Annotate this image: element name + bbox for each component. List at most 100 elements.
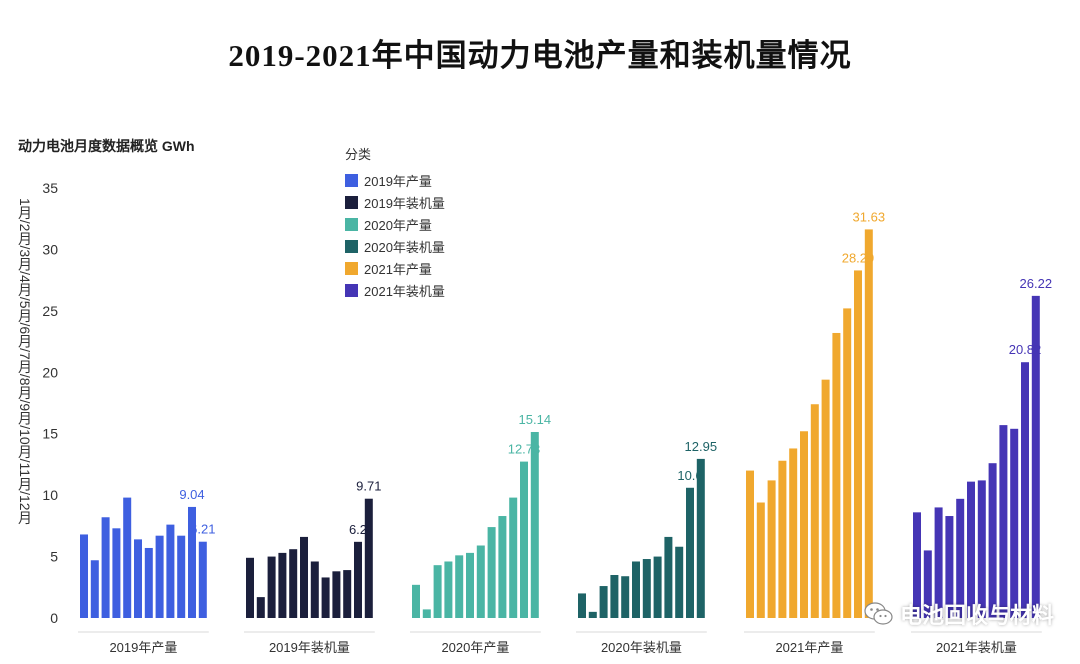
legend-item: 2021年产量 — [345, 257, 445, 279]
legend-label: 2021年装机量 — [364, 283, 445, 299]
legend-label: 2020年产量 — [364, 217, 432, 233]
legend-swatch — [345, 217, 358, 231]
bar — [177, 535, 186, 618]
bar — [444, 561, 453, 618]
bar — [267, 556, 276, 618]
data-label: 20.82 — [1009, 342, 1042, 357]
legend-swatch — [345, 173, 358, 187]
bar — [101, 517, 110, 618]
data-label: 9.04 — [179, 487, 204, 502]
bar — [632, 561, 640, 618]
data-label: 15.14 — [519, 412, 552, 427]
bar — [112, 528, 121, 618]
bar — [588, 611, 597, 618]
legend-swatch — [345, 195, 358, 209]
bar — [767, 480, 776, 618]
bar — [664, 536, 673, 618]
bar — [610, 575, 619, 618]
bar — [864, 229, 873, 618]
bar — [1010, 428, 1019, 618]
bar — [821, 379, 830, 618]
bar — [487, 527, 496, 618]
bar — [599, 586, 608, 618]
bar — [913, 512, 921, 618]
bar — [520, 461, 528, 618]
bar — [686, 487, 694, 618]
y-tick-label: 30 — [42, 241, 58, 257]
legend-item: 2019年产量 — [345, 169, 445, 191]
bar — [653, 556, 662, 618]
bar — [1021, 362, 1029, 618]
bar — [746, 470, 754, 618]
y-tick-label: 35 — [42, 180, 58, 196]
bar — [999, 425, 1008, 618]
bar — [778, 460, 787, 618]
bar — [166, 524, 175, 618]
y-tick-label: 25 — [42, 303, 58, 319]
legend: 分类 2019年产量 2019年装机量 2020年产量 2020年装机量 2021年产量… — [345, 144, 445, 301]
x-tick-label: 2020年产量 — [441, 640, 509, 655]
bar — [343, 570, 352, 618]
bar — [300, 536, 308, 618]
bar — [967, 481, 975, 618]
y-tick-label: 5 — [50, 549, 58, 565]
bar — [756, 502, 765, 618]
bar — [433, 565, 442, 618]
legend-label: 2020年装机量 — [364, 239, 445, 255]
bar — [621, 576, 630, 618]
watermark-text: 电池回收与材料 — [899, 603, 1054, 628]
bar — [90, 560, 99, 618]
legend-item: 2021年装机量 — [345, 279, 445, 301]
legend-label: 2021年产量 — [364, 261, 432, 277]
wechat-icon — [864, 601, 894, 627]
bar — [155, 535, 164, 618]
bar — [789, 448, 798, 618]
bar — [675, 546, 684, 618]
bar — [246, 557, 254, 618]
legend-item: 2019年装机量 — [345, 191, 445, 213]
bar — [832, 332, 841, 618]
data-label: 10.6 — [677, 468, 702, 483]
bar — [321, 577, 330, 618]
y-tick-label: 0 — [50, 610, 58, 626]
bar — [455, 555, 464, 618]
data-label: 6.2 — [349, 522, 367, 537]
bar — [476, 545, 485, 618]
y-tick-label: 20 — [42, 364, 58, 380]
watermark: 电池回收与材料 — [864, 598, 1054, 630]
legend-swatch — [345, 239, 358, 253]
data-label: 28.29 — [842, 250, 875, 265]
bar — [498, 516, 507, 618]
bar — [923, 550, 932, 618]
data-label: 12.73 — [508, 442, 541, 457]
y-tick-label: 10 — [42, 487, 58, 503]
bar — [530, 431, 539, 618]
page-title: 2019-2021年中国动力电池产量和装机量情况 — [228, 38, 852, 73]
data-label: 12.95 — [685, 439, 718, 454]
bar — [188, 506, 196, 618]
bar — [123, 497, 132, 618]
bar — [578, 593, 586, 618]
x-tick-label: 2021年装机量 — [936, 640, 1017, 655]
legend-title: 分类 — [345, 147, 372, 162]
bar — [642, 559, 651, 618]
data-label: 6.21 — [190, 522, 215, 537]
bar — [278, 552, 287, 618]
x-tick-label: 2021年产量 — [775, 640, 843, 655]
x-tick-label: 2020年装机量 — [601, 640, 682, 655]
legend-item: 2020年装机量 — [345, 235, 445, 257]
legend-label: 2019年装机量 — [364, 195, 445, 211]
bar — [289, 549, 298, 618]
y-tick-label: 15 — [42, 426, 58, 442]
data-label: 31.63 — [853, 209, 886, 224]
bar — [332, 571, 341, 618]
bar — [198, 541, 207, 618]
bar — [144, 547, 153, 618]
data-label: 9.71 — [356, 479, 381, 494]
bar — [256, 597, 265, 618]
bar — [509, 497, 518, 618]
bar — [843, 308, 852, 618]
bar — [364, 498, 373, 618]
bar — [310, 561, 319, 618]
